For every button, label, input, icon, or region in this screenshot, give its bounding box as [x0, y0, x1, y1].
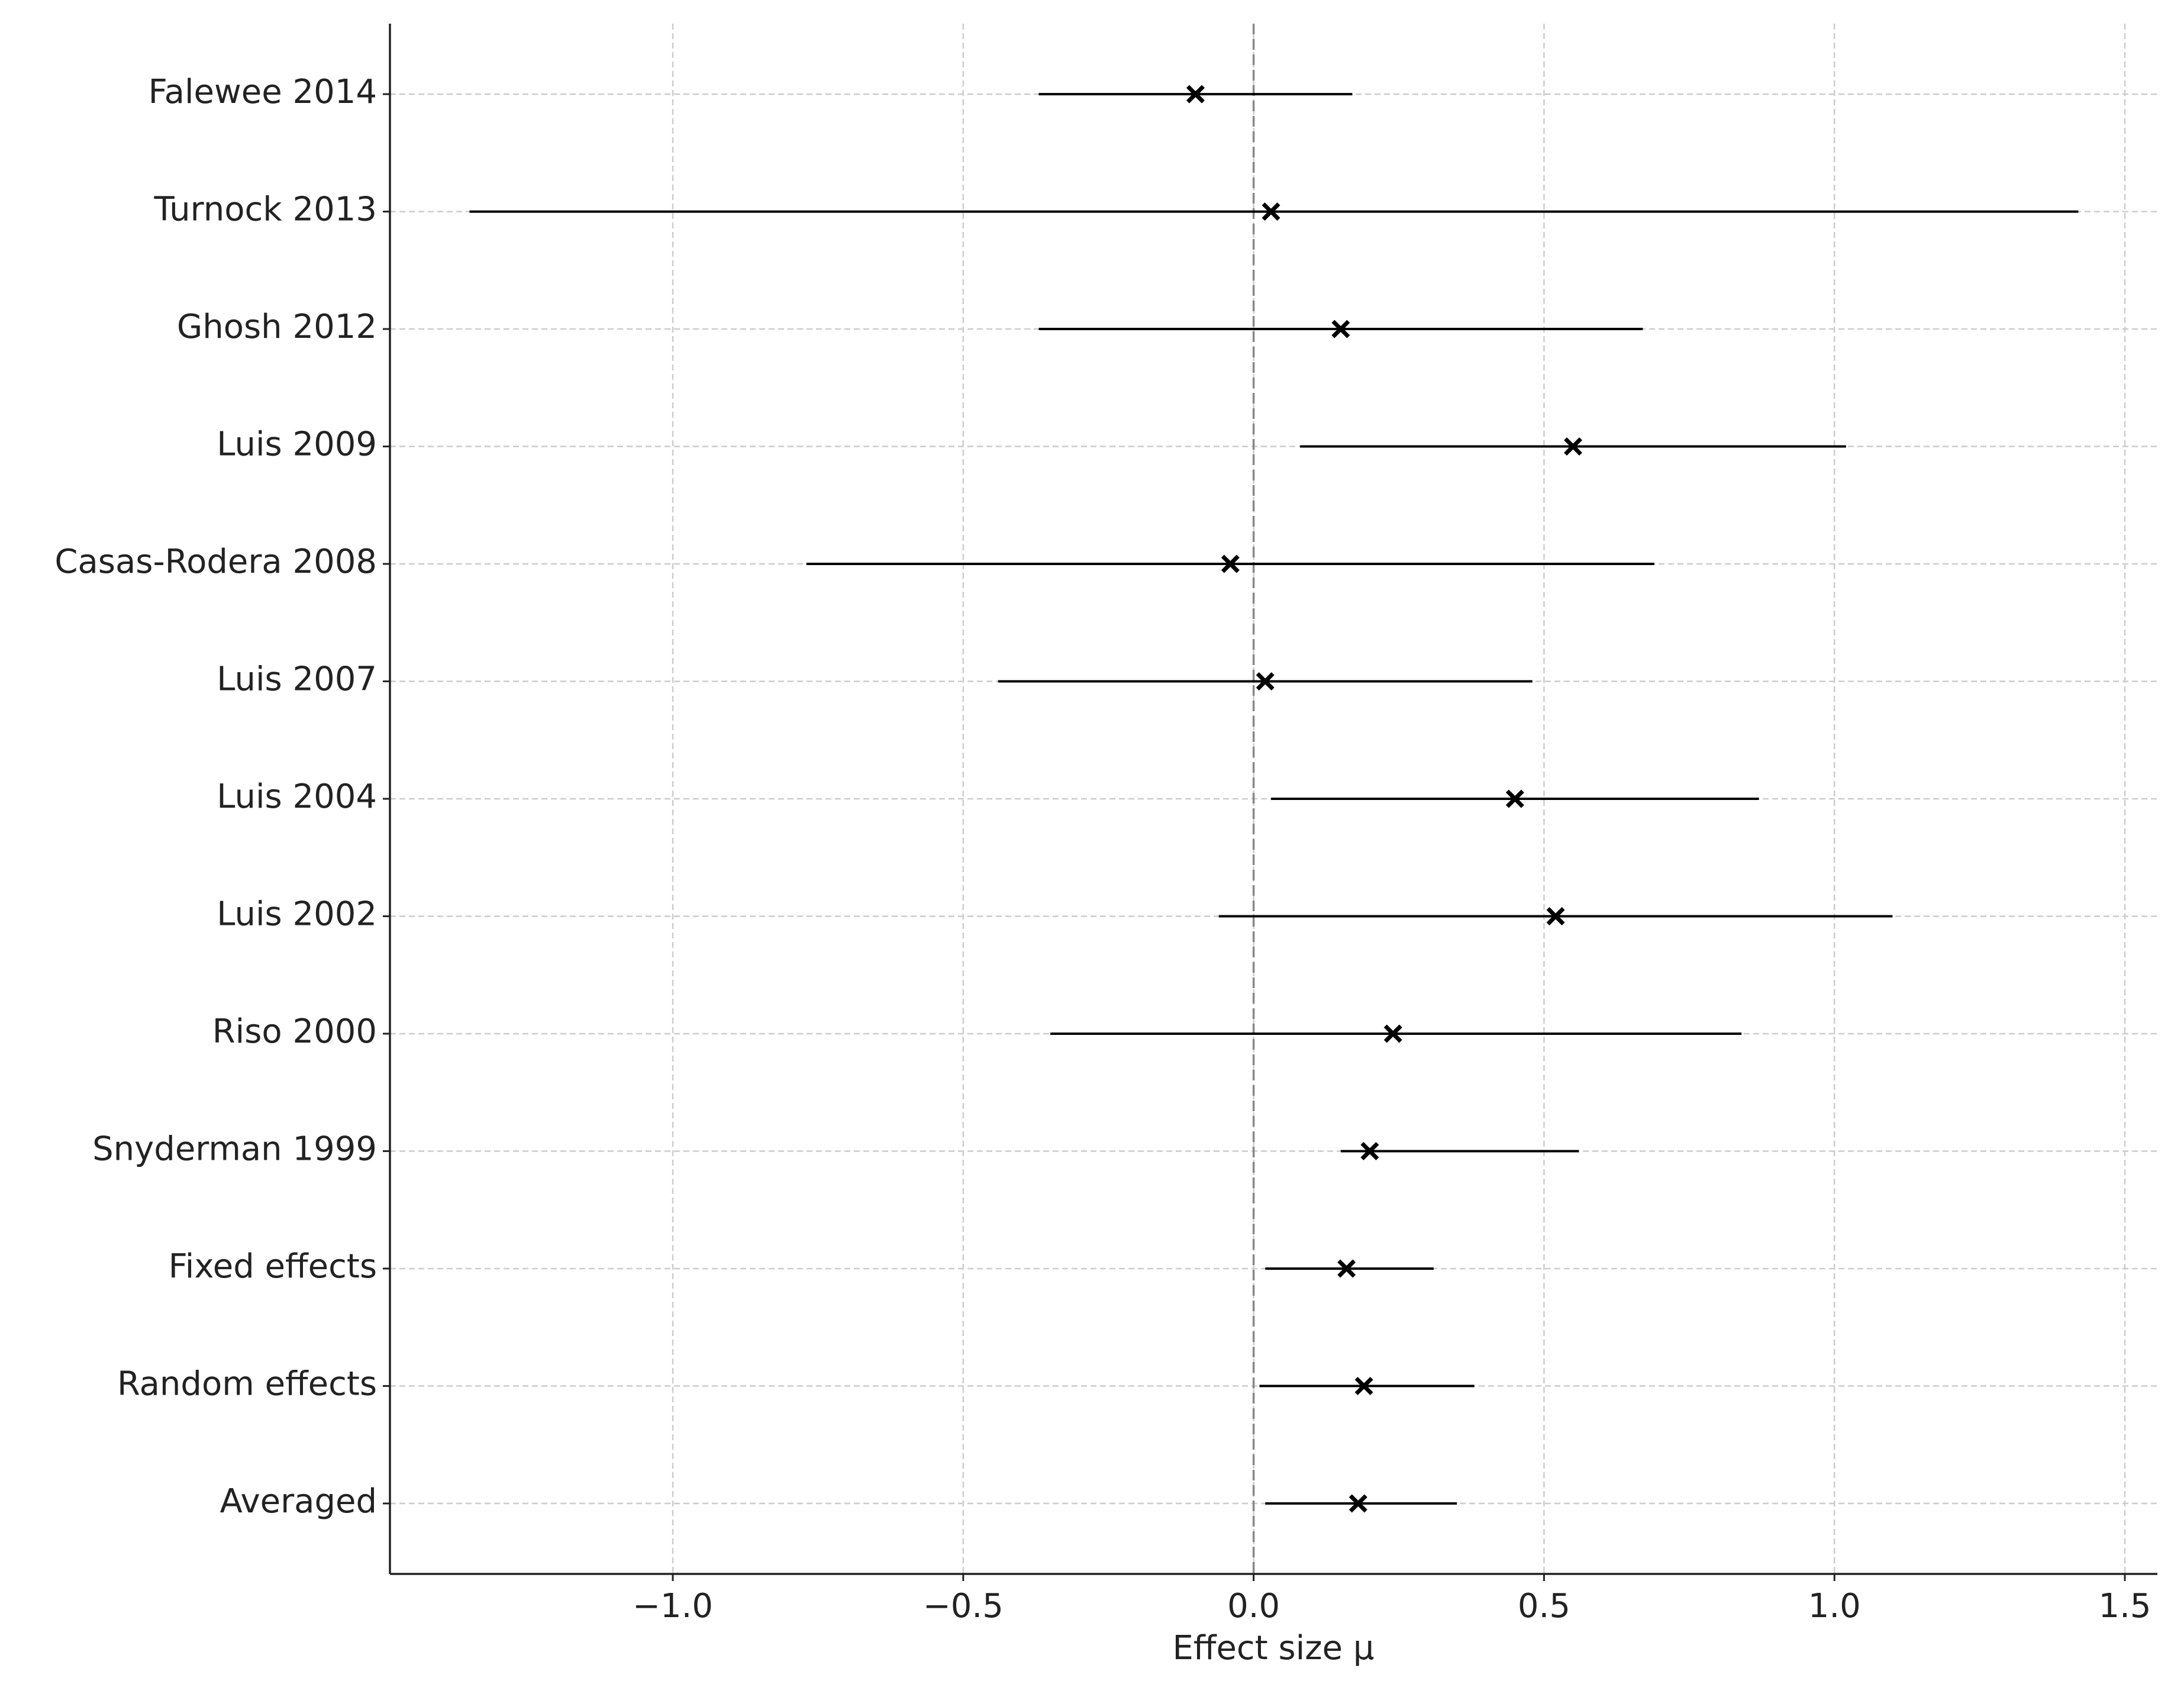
x-tick-label: −0.5 [923, 1587, 1004, 1625]
point-estimate [1505, 789, 1524, 808]
point-estimate [1383, 1024, 1402, 1043]
y-tick-label: Falewee 2014 [149, 73, 377, 111]
y-tick-label: Luis 2002 [217, 895, 377, 934]
point-estimate [1256, 672, 1275, 691]
y-tick-label: Casas-Rodera 2008 [54, 543, 377, 581]
y-tick-label: Random effects [117, 1365, 377, 1404]
x-axis-label: Effect size μ [1173, 1629, 1375, 1667]
x-tick-label: 0.0 [1227, 1587, 1280, 1625]
point-estimate [1354, 1376, 1373, 1395]
x-tick-label: 1.5 [2098, 1587, 2151, 1625]
point-estimate [1331, 320, 1350, 338]
y-tick-label: Luis 2009 [217, 425, 377, 464]
y-tick-label: Riso 2000 [212, 1012, 377, 1051]
x-tick-label: 1.0 [1808, 1587, 1861, 1625]
point-estimate [1262, 202, 1280, 221]
y-tick-label: Ghosh 2012 [177, 308, 377, 346]
x-tick-label: 0.5 [1518, 1587, 1570, 1625]
point-estimate [1221, 554, 1240, 573]
x-tick-label: −1.0 [633, 1587, 713, 1625]
y-tick-label: Luis 2007 [217, 660, 377, 699]
point-estimate [1360, 1141, 1379, 1160]
y-tick-label: Turnock 2013 [153, 191, 377, 229]
point-estimate [1349, 1494, 1367, 1513]
y-tick-label: Fixed effects [169, 1247, 377, 1286]
point-estimate [1564, 437, 1582, 456]
point-estimate [1546, 907, 1565, 925]
point-estimate [1186, 85, 1205, 104]
y-tick-label: Averaged [220, 1482, 377, 1521]
point-estimate [1337, 1259, 1356, 1278]
y-tick-label: Luis 2004 [217, 777, 377, 816]
y-tick-label: Snyderman 1999 [92, 1130, 377, 1169]
